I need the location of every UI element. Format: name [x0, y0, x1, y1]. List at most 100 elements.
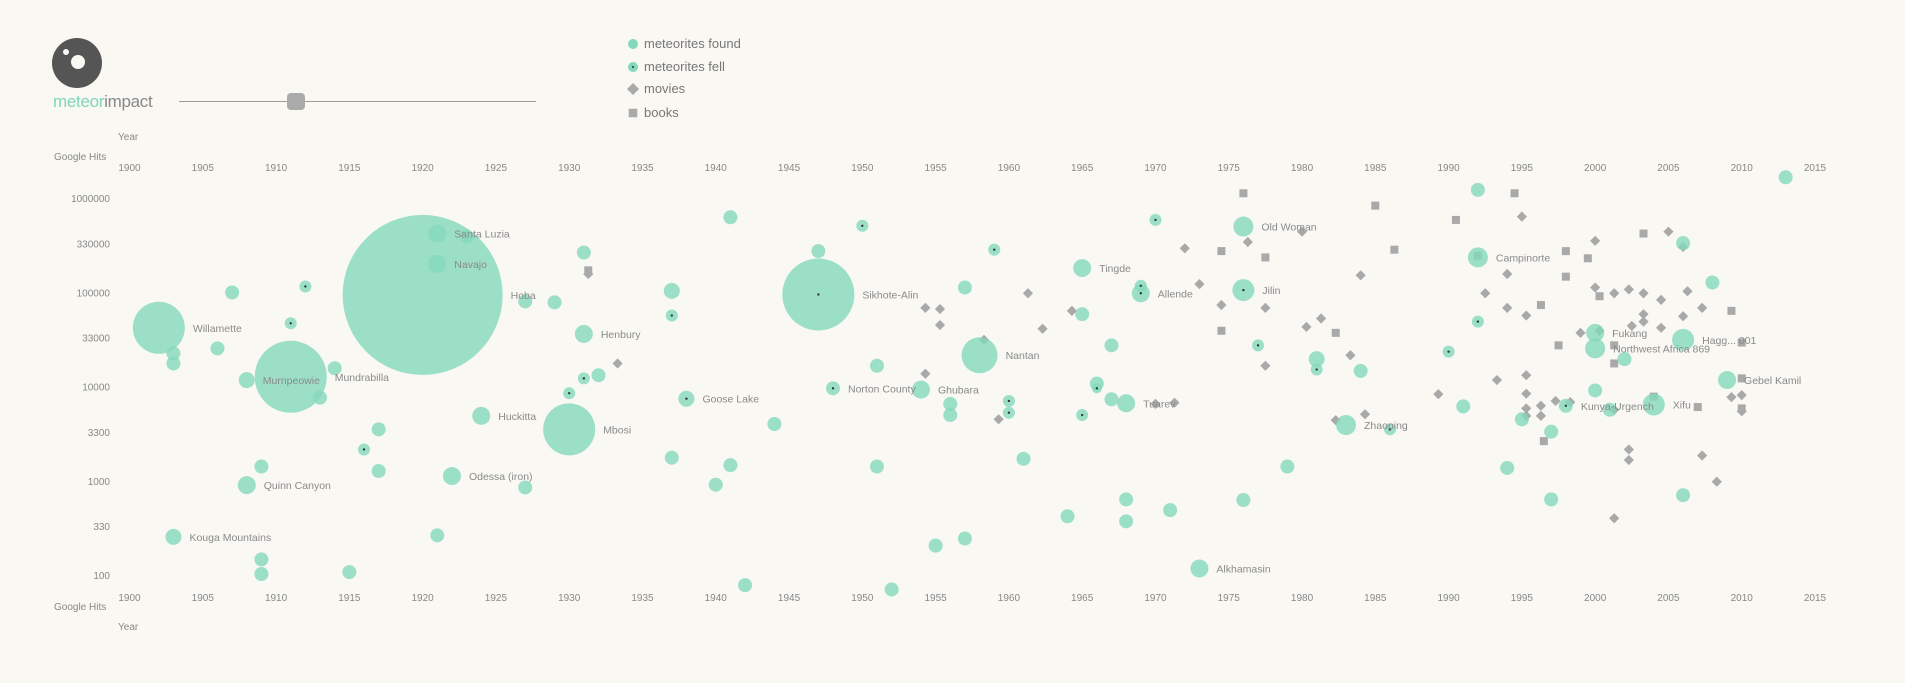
movie-diamond[interactable]	[1623, 454, 1634, 466]
movie-diamond[interactable]	[1359, 409, 1371, 420]
meteorite-bubble[interactable]	[576, 245, 591, 260]
movie-diamond[interactable]	[934, 303, 946, 315]
meteorite-bubble[interactable]	[518, 294, 533, 309]
meteorite-bubble[interactable]	[1280, 459, 1295, 474]
book-square[interactable]	[1451, 215, 1460, 224]
movie-diamond[interactable]	[993, 414, 1004, 425]
meteorite-bubble[interactable]	[543, 403, 596, 456]
movie-diamond[interactable]	[1480, 288, 1491, 299]
year-slider-handle[interactable]	[287, 93, 305, 110]
movie-diamond[interactable]	[1242, 236, 1253, 248]
meteorite-bubble[interactable]	[1705, 275, 1720, 290]
meteorite-bubble[interactable]	[1676, 236, 1691, 251]
book-square[interactable]	[1610, 359, 1619, 368]
meteorite-bubble[interactable]	[1672, 328, 1695, 351]
meteorite-bubble[interactable]	[869, 459, 884, 474]
meteorite-bubble[interactable]	[1718, 371, 1737, 390]
meteorite-bubble[interactable]	[1233, 216, 1254, 237]
meteorite-bubble[interactable]	[1514, 412, 1529, 427]
movie-diamond[interactable]	[1260, 302, 1271, 313]
movie-diamond[interactable]	[1736, 390, 1747, 401]
meteorite-bubble[interactable]	[943, 408, 958, 423]
meteorite-bubble[interactable]	[1104, 338, 1119, 353]
movie-diamond[interactable]	[1656, 294, 1667, 305]
movie-diamond[interactable]	[1022, 288, 1034, 299]
movie-diamond[interactable]	[1590, 282, 1601, 293]
meteorite-bubble[interactable]	[884, 582, 899, 597]
book-square[interactable]	[1610, 341, 1619, 350]
movie-diamond[interactable]	[1502, 268, 1513, 280]
book-square[interactable]	[1261, 253, 1270, 262]
meteorite-bubble[interactable]	[708, 477, 723, 492]
meteorite-bubble[interactable]	[1190, 559, 1209, 578]
meteorite-bubble[interactable]	[1119, 492, 1134, 507]
meteorite-bubble[interactable]	[254, 340, 327, 413]
book-square[interactable]	[1331, 328, 1340, 337]
meteorite-bubble[interactable]	[1642, 393, 1665, 416]
meteorite-bubble[interactable]	[1500, 460, 1515, 475]
legend-item-found[interactable]: meteorites found	[628, 36, 828, 54]
movie-diamond[interactable]	[1678, 311, 1689, 322]
movie-diamond[interactable]	[1433, 389, 1444, 400]
meteorite-bubble[interactable]	[1119, 514, 1134, 529]
meteorite-bubble[interactable]	[1602, 402, 1617, 417]
meteorite-bubble[interactable]	[664, 450, 679, 465]
movie-diamond[interactable]	[920, 368, 931, 379]
meteorite-bubble[interactable]	[1236, 493, 1251, 508]
meteorite-bubble[interactable]	[342, 565, 357, 580]
meteorite-bubble[interactable]	[943, 396, 958, 411]
book-square[interactable]	[1737, 338, 1746, 347]
meteorite-bubble[interactable]	[1456, 399, 1471, 414]
movie-diamond[interactable]	[920, 302, 931, 313]
movie-diamond[interactable]	[1066, 305, 1078, 316]
meteorite-bubble[interactable]	[1585, 338, 1606, 359]
movie-diamond[interactable]	[1502, 302, 1513, 313]
meteorite-bubble[interactable]	[1073, 259, 1092, 278]
movie-diamond[interactable]	[1216, 299, 1227, 311]
meteorite-bubble[interactable]	[723, 458, 738, 473]
meteorite-bubble[interactable]	[237, 476, 256, 495]
meteorite-bubble[interactable]	[1016, 451, 1031, 466]
meteorite-bubble[interactable]	[1676, 488, 1691, 503]
book-square[interactable]	[1561, 247, 1570, 256]
legend-item-movies[interactable]: movies	[626, 81, 828, 99]
movie-diamond[interactable]	[1697, 450, 1708, 461]
meteorite-bubble[interactable]	[210, 341, 225, 356]
movie-diamond[interactable]	[1638, 316, 1649, 327]
book-square[interactable]	[1390, 245, 1399, 254]
movie-diamond[interactable]	[1037, 323, 1048, 334]
book-square[interactable]	[1371, 201, 1380, 210]
meteorite-bubble[interactable]	[442, 467, 461, 486]
book-square[interactable]	[1536, 301, 1545, 310]
movie-diamond[interactable]	[1521, 388, 1532, 399]
meteorite-bubble[interactable]	[1778, 170, 1793, 185]
meteorite-bubble[interactable]	[225, 285, 240, 300]
movie-diamond[interactable]	[1521, 370, 1532, 381]
meteorite-bubble[interactable]	[1308, 351, 1325, 368]
meteorite-bubble[interactable]	[459, 229, 474, 244]
meteorite-bubble[interactable]	[165, 528, 182, 545]
meteorite-bubble[interactable]	[767, 416, 782, 431]
movie-diamond[interactable]	[1623, 284, 1634, 295]
movie-diamond[interactable]	[1521, 310, 1532, 321]
meteorite-bubble[interactable]	[811, 244, 826, 259]
meteorite-bubble[interactable]	[472, 406, 491, 425]
meteorite-bubble[interactable]	[166, 346, 181, 361]
meteorite-bubble[interactable]	[1060, 509, 1075, 524]
movie-diamond[interactable]	[1663, 226, 1674, 237]
movie-diamond[interactable]	[1355, 270, 1366, 281]
meteorite-bubble[interactable]	[327, 361, 342, 376]
movie-diamond[interactable]	[1194, 279, 1205, 290]
meteorite-bubble[interactable]	[254, 459, 269, 474]
meteorite-bubble[interactable]	[430, 528, 445, 543]
meteorite-bubble[interactable]	[738, 578, 753, 593]
book-square[interactable]	[1539, 437, 1548, 446]
meteorite-bubble[interactable]	[1163, 503, 1178, 518]
book-square[interactable]	[1737, 374, 1746, 383]
book-square[interactable]	[1217, 326, 1226, 335]
meteorite-bubble[interactable]	[1353, 363, 1368, 378]
movie-diamond[interactable]	[1623, 444, 1634, 455]
movie-diamond[interactable]	[1315, 313, 1327, 324]
meteorite-bubble[interactable]	[961, 337, 998, 374]
meteorite-bubble[interactable]	[342, 214, 503, 375]
